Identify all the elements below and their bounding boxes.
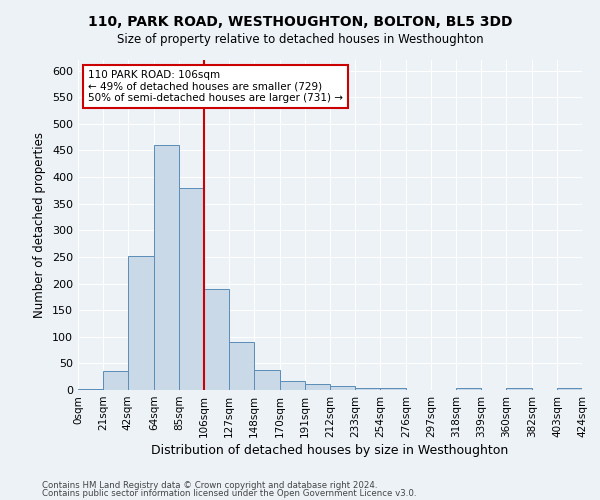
Bar: [305, 384, 330, 390]
Bar: [380, 388, 406, 390]
Bar: [103, 372, 128, 390]
Text: 110, PARK ROAD, WESTHOUGHTON, BOLTON, BL5 3DD: 110, PARK ROAD, WESTHOUGHTON, BOLTON, BL…: [88, 15, 512, 29]
Y-axis label: Number of detached properties: Number of detached properties: [34, 132, 46, 318]
Text: Contains public sector information licensed under the Open Government Licence v3: Contains public sector information licen…: [42, 489, 416, 498]
Bar: [229, 342, 254, 390]
Text: Contains HM Land Registry data © Crown copyright and database right 2024.: Contains HM Land Registry data © Crown c…: [42, 480, 377, 490]
Bar: [456, 388, 481, 390]
Bar: [330, 386, 355, 390]
Bar: [179, 188, 204, 390]
Text: Size of property relative to detached houses in Westhoughton: Size of property relative to detached ho…: [116, 32, 484, 46]
Bar: [280, 381, 305, 390]
Text: 110 PARK ROAD: 106sqm
← 49% of detached houses are smaller (729)
50% of semi-det: 110 PARK ROAD: 106sqm ← 49% of detached …: [88, 70, 343, 103]
Bar: [557, 388, 582, 390]
Bar: [128, 256, 154, 390]
Bar: [506, 388, 532, 390]
X-axis label: Distribution of detached houses by size in Westhoughton: Distribution of detached houses by size …: [151, 444, 509, 457]
Bar: [204, 289, 229, 390]
Bar: [254, 370, 280, 390]
Bar: [78, 389, 103, 390]
Bar: [154, 145, 179, 390]
Bar: [355, 388, 380, 390]
